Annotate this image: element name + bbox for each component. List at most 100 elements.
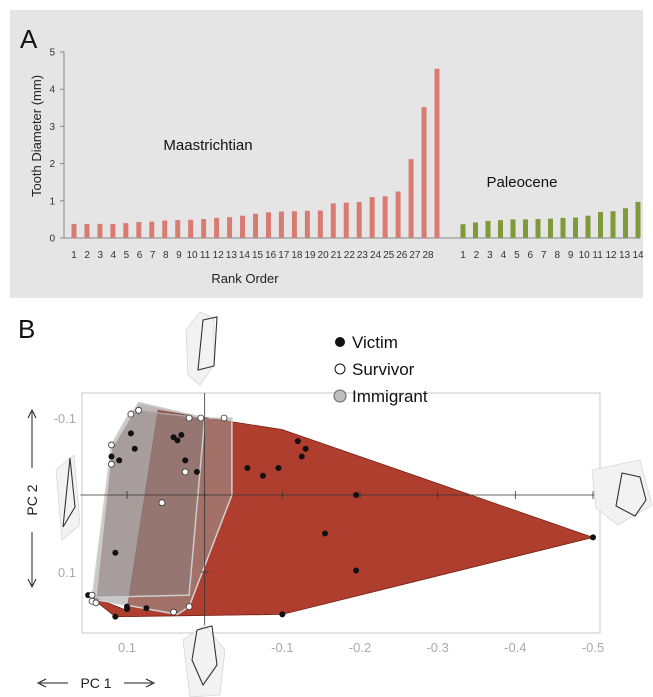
- bar-maastrichtian-3: [97, 223, 103, 238]
- point-survivor: [135, 406, 143, 414]
- point-victim: [124, 603, 130, 610]
- rank-label-maastrichtian: 25: [383, 250, 395, 261]
- bar-paleocene-8: [548, 218, 553, 238]
- rank-label-maastrichtian: 28: [422, 250, 434, 261]
- panel-a-ytick-label: 3: [49, 122, 55, 133]
- rank-label-maastrichtian: 24: [370, 250, 382, 261]
- panel-a-ytick-label: 5: [49, 48, 55, 59]
- point-victim: [182, 457, 189, 464]
- bar-maastrichtian-18: [291, 211, 297, 238]
- point-survivor: [220, 414, 228, 422]
- panel-a-xlabel: Rank Order: [211, 271, 279, 286]
- bar-maastrichtian-26: [395, 191, 401, 238]
- pc1-tick-label: 0.1: [118, 640, 136, 655]
- rank-label-maastrichtian: 10: [186, 250, 198, 261]
- rank-label-paleocene: 4: [501, 250, 507, 261]
- group-label-paleocene: Paleocene: [487, 174, 558, 191]
- pc1-tick-label: -0.3: [426, 640, 448, 655]
- rank-label-paleocene: 3: [487, 250, 493, 261]
- point-survivor: [92, 599, 100, 607]
- bar-maastrichtian-14: [240, 215, 246, 238]
- point-survivor: [197, 414, 205, 422]
- legend-label-survivor: Survivor: [352, 360, 415, 379]
- bar-paleocene-3: [485, 220, 491, 238]
- point-survivor: [181, 468, 189, 476]
- panel-a-ytick-label: 0: [49, 234, 55, 245]
- rank-label-paleocene: 9: [568, 250, 574, 261]
- rank-label-maastrichtian: 18: [291, 250, 303, 261]
- rank-label-paleocene: 6: [528, 250, 534, 261]
- bar-maastrichtian-24: [369, 197, 375, 238]
- bar-maastrichtian-13: [227, 217, 233, 238]
- bar-maastrichtian-15: [253, 213, 258, 238]
- rank-label-maastrichtian: 14: [239, 250, 251, 261]
- bar-paleocene-11: [585, 215, 591, 238]
- legend-marker-victim: [335, 337, 345, 347]
- bar-paleocene-6: [523, 219, 528, 238]
- pc2-label: PC 2: [24, 484, 40, 515]
- point-survivor: [108, 460, 115, 468]
- rank-label-paleocene: 13: [619, 250, 631, 261]
- bar-maastrichtian-27: [408, 159, 414, 238]
- point-victim: [143, 605, 150, 612]
- panel-a-ytick-label: 4: [49, 85, 55, 96]
- legend-marker-survivor: [334, 363, 346, 375]
- bar-maastrichtian-21: [330, 203, 336, 238]
- point-victim: [590, 534, 596, 541]
- point-victim: [353, 567, 360, 574]
- rank-label-paleocene: 14: [632, 250, 644, 261]
- bar-maastrichtian-29: [434, 68, 440, 239]
- rank-label-maastrichtian: 17: [278, 250, 290, 261]
- bar-maastrichtian-23: [356, 201, 362, 238]
- bar-maastrichtian-25: [382, 196, 388, 238]
- rank-label-maastrichtian: 3: [97, 250, 103, 261]
- panel-a-background: [10, 10, 643, 298]
- point-survivor: [158, 499, 166, 507]
- bar-paleocene-1: [460, 224, 466, 238]
- point-victim: [131, 445, 138, 452]
- shape-outline-bottom: [182, 624, 226, 697]
- panel-b-letter: B: [18, 314, 35, 344]
- point-victim: [174, 437, 181, 444]
- pc2-axis-label: PC 2: [24, 408, 40, 589]
- point-victim: [298, 453, 305, 460]
- pc2-tick-label: 0.1: [58, 565, 76, 580]
- point-survivor: [108, 441, 115, 449]
- bar-maastrichtian-28: [421, 107, 427, 238]
- rank-label-maastrichtian: 7: [150, 250, 156, 261]
- bar-maastrichtian-11: [201, 219, 207, 238]
- bar-maastrichtian-20: [317, 210, 323, 238]
- rank-label-paleocene: 5: [514, 250, 520, 261]
- legend-marker-immigrant: [333, 389, 347, 403]
- point-survivor: [127, 410, 135, 418]
- bar-maastrichtian-8: [162, 220, 168, 238]
- rank-label-maastrichtian: 15: [252, 250, 264, 261]
- panel-a-ytick-label: 2: [49, 159, 55, 170]
- bar-paleocene-5: [510, 219, 516, 238]
- rank-label-maastrichtian: 23: [357, 250, 369, 261]
- point-victim: [244, 465, 251, 472]
- shape-outline-top: [185, 311, 218, 386]
- point-victim: [353, 492, 360, 498]
- rank-label-maastrichtian: 20: [318, 250, 330, 261]
- bar-paleocene-2: [473, 222, 478, 238]
- point-victim: [302, 445, 309, 452]
- panel-a-chart: Tooth Diameter (mm) Rank Order Maastrich…: [29, 48, 644, 287]
- rank-label-maastrichtian: 21: [331, 250, 343, 261]
- rank-label-maastrichtian: 9: [176, 250, 182, 261]
- rank-label-paleocene: 11: [592, 250, 603, 261]
- bar-maastrichtian-16: [265, 212, 271, 238]
- rank-label-paleocene: 1: [460, 250, 466, 261]
- rank-label-paleocene: 8: [554, 250, 560, 261]
- rank-label-maastrichtian: 13: [226, 250, 238, 261]
- shape-outline-right: [591, 459, 653, 526]
- bar-maastrichtian-1: [71, 223, 77, 238]
- bar-paleocene-7: [535, 219, 541, 238]
- rank-label-paleocene: 12: [606, 250, 618, 261]
- bar-paleocene-9: [560, 217, 566, 238]
- shape-outline-left: [55, 454, 81, 541]
- point-victim: [112, 549, 119, 556]
- bar-maastrichtian-2: [84, 223, 90, 238]
- panel-b-legend: Victim Survivor Immigrant: [333, 333, 428, 406]
- panel-b-chart: 0.10-0.1-0.2-0.3-0.4-0.5-0.10.00.1: [54, 392, 609, 655]
